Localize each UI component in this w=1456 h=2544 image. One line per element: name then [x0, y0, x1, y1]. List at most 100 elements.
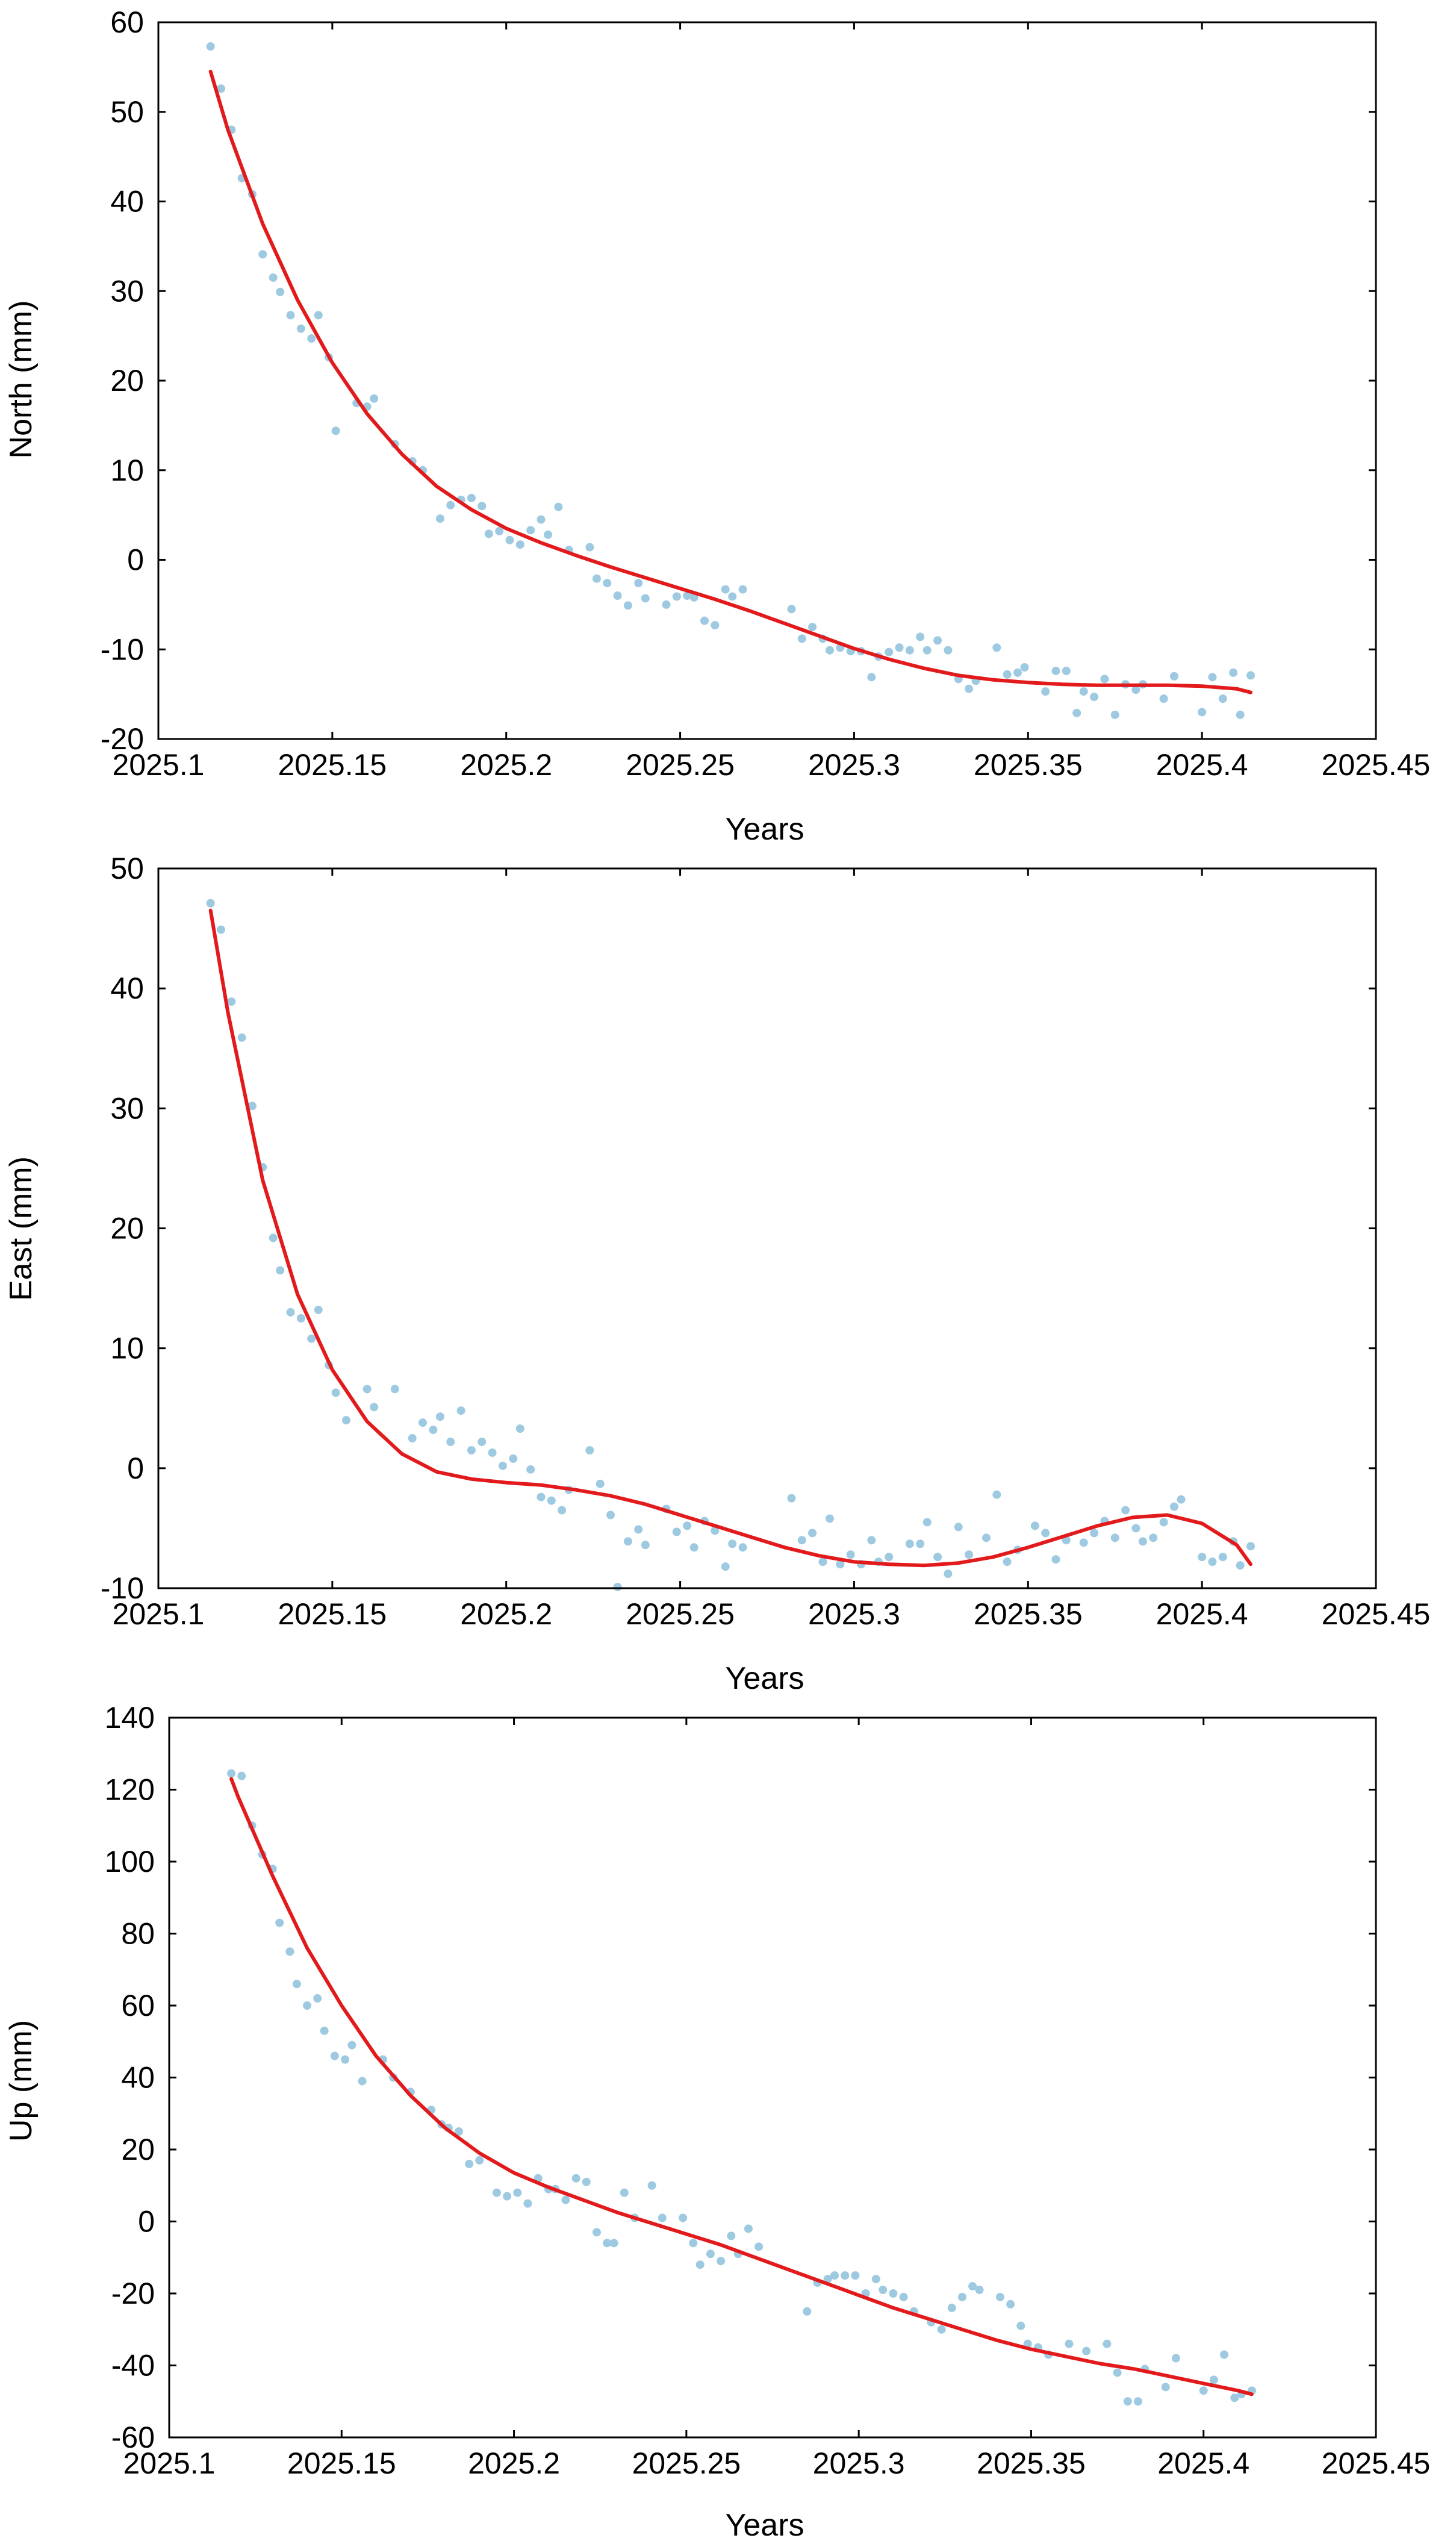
- data-point: [1062, 666, 1071, 675]
- data-point: [505, 535, 514, 544]
- data-point: [206, 42, 215, 51]
- data-point: [418, 1418, 428, 1427]
- plot-frame-east: [157, 867, 1377, 1589]
- data-point: [1110, 1533, 1119, 1542]
- data-point: [1177, 1495, 1186, 1504]
- x-tick-label: 2025.25: [626, 748, 735, 782]
- data-point: [320, 2026, 329, 2035]
- data-point: [937, 2325, 946, 2334]
- data-point: [347, 2040, 356, 2050]
- data-point: [216, 84, 225, 93]
- data-point: [933, 636, 942, 645]
- data-point: [1072, 708, 1081, 717]
- points-north: [206, 42, 1255, 719]
- data-point: [247, 1102, 257, 1111]
- data-point: [537, 1492, 546, 1501]
- points-up: [227, 1769, 1256, 2406]
- data-point: [1236, 1561, 1245, 1570]
- data-point: [258, 250, 267, 259]
- data-point: [286, 311, 295, 320]
- x-tick-label: 2025.1: [113, 1597, 205, 1631]
- data-point: [641, 594, 650, 603]
- y-tick-label: 120: [105, 1773, 155, 1807]
- data-point: [515, 540, 524, 549]
- data-point: [641, 1541, 650, 1550]
- data-point: [446, 1438, 455, 1447]
- data-point: [341, 1416, 350, 1425]
- data-point: [1220, 2350, 1229, 2359]
- data-point: [296, 324, 305, 333]
- data-point: [1103, 2339, 1112, 2348]
- data-point: [721, 1562, 730, 1571]
- data-point: [561, 2195, 570, 2204]
- data-point: [867, 1536, 876, 1545]
- data-point: [498, 1461, 507, 1470]
- data-point: [689, 2239, 698, 2248]
- data-point: [672, 592, 681, 601]
- data-point: [307, 334, 316, 343]
- data-point: [585, 543, 594, 552]
- data-point: [905, 1539, 914, 1548]
- data-point: [808, 623, 817, 632]
- data-point: [982, 1533, 991, 1542]
- data-point: [276, 287, 285, 296]
- data-point: [1090, 693, 1099, 702]
- y-tick-label: 50: [110, 95, 144, 129]
- data-point: [744, 2224, 753, 2233]
- y-tick-label: 30: [110, 1091, 144, 1125]
- data-point: [1110, 710, 1119, 719]
- x-tick-label: 2025.35: [974, 1597, 1083, 1631]
- data-point: [916, 1539, 925, 1548]
- data-point: [484, 529, 493, 538]
- data-point: [1246, 671, 1255, 680]
- data-point: [1230, 2393, 1239, 2402]
- data-point: [467, 493, 476, 502]
- data-point: [1161, 2383, 1170, 2392]
- data-point: [286, 1308, 295, 1317]
- y-tick-label: 80: [121, 1917, 155, 1951]
- data-point: [1198, 708, 1207, 717]
- data-point: [787, 605, 796, 614]
- data-point: [683, 591, 692, 600]
- data-point: [721, 585, 730, 594]
- data-point: [429, 1426, 438, 1435]
- panel-up: Up (mm) Years 2025.1 2025.15 2025.2 2025.25…: [4, 1701, 1430, 2543]
- data-point: [307, 1334, 316, 1343]
- data-point: [1113, 2368, 1122, 2377]
- y-tick-label: -20: [111, 2277, 155, 2310]
- data-point: [609, 2239, 618, 2248]
- data-point: [662, 600, 671, 609]
- data-point: [341, 2055, 350, 2064]
- data-point: [830, 2271, 839, 2280]
- data-point: [314, 311, 323, 320]
- plot-frame-up: [168, 1716, 1377, 2439]
- data-point: [1208, 1557, 1217, 1567]
- panel-north: North (mm) Years 2025.1 2025.15 2025.2 2025…: [4, 5, 1430, 847]
- data-point: [1199, 2386, 1208, 2395]
- data-point: [613, 591, 622, 600]
- x-tick-label: 2025.15: [278, 1597, 387, 1631]
- data-point: [1169, 672, 1178, 681]
- data-point: [1020, 663, 1029, 672]
- data-point: [1159, 1518, 1168, 1527]
- data-point: [1198, 1553, 1207, 1562]
- data-point: [526, 1465, 535, 1474]
- data-point: [313, 1994, 322, 2003]
- data-point: [509, 1454, 518, 1463]
- data-point: [995, 2292, 1004, 2301]
- data-point: [513, 2188, 522, 2197]
- data-point: [634, 579, 643, 588]
- data-point: [1121, 1506, 1130, 1515]
- data-point: [706, 2249, 715, 2259]
- data-point: [1169, 1502, 1178, 1511]
- x-tick-label: 2025.1: [123, 2446, 216, 2480]
- data-point: [1236, 710, 1245, 719]
- data-point: [390, 1385, 399, 1394]
- data-point: [1051, 1555, 1060, 1564]
- data-point: [237, 1033, 246, 1042]
- data-point: [1013, 668, 1022, 677]
- y-tick-label: 0: [127, 543, 144, 577]
- data-point: [797, 1536, 806, 1545]
- data-point: [547, 1496, 556, 1505]
